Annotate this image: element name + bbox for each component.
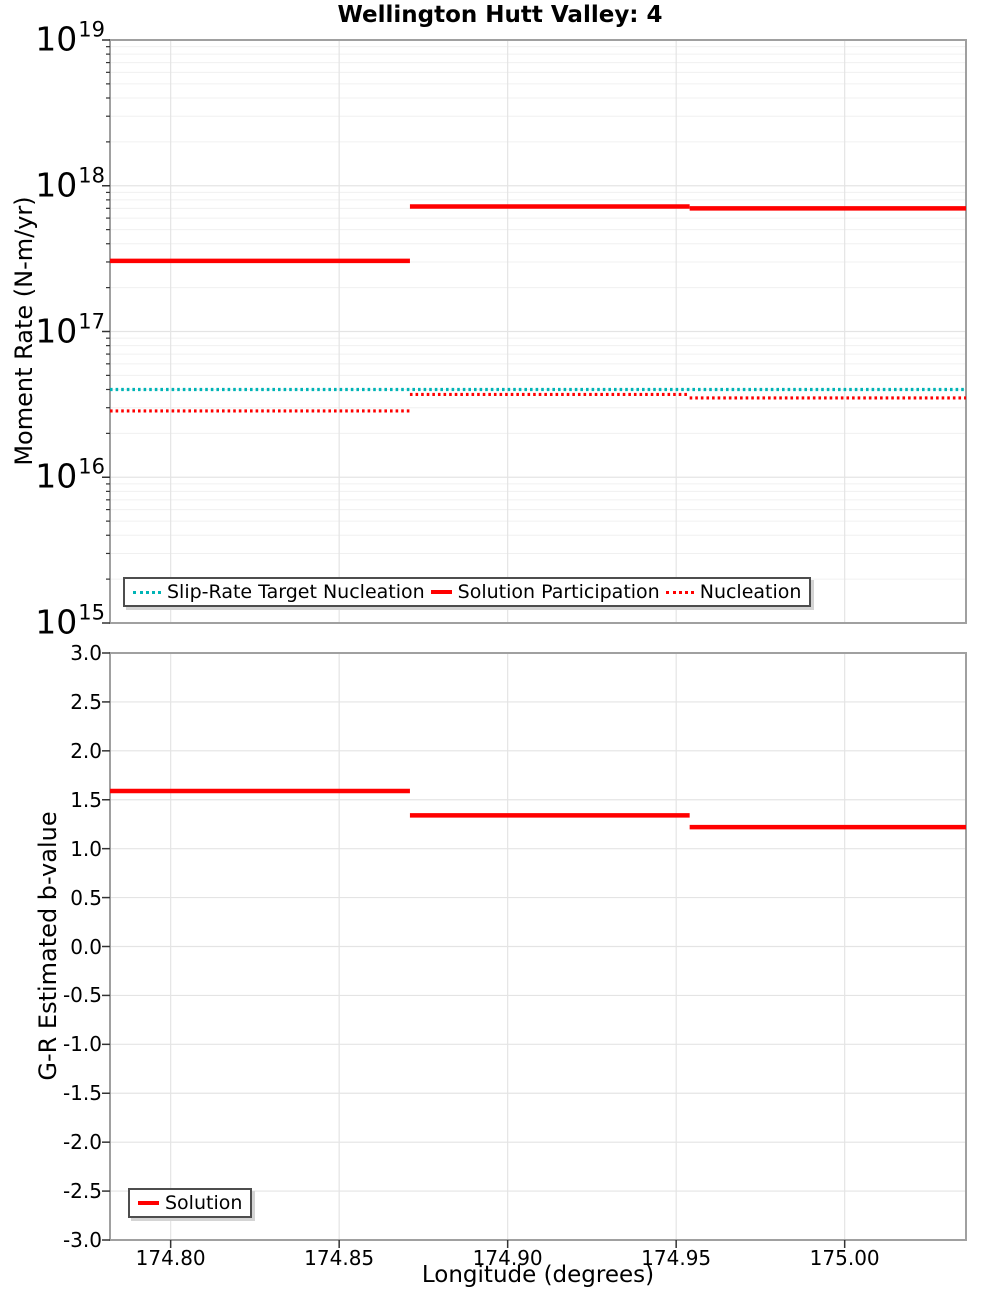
- x-tick-label: 175.00: [809, 1246, 880, 1270]
- y-tick-label: 1016: [35, 456, 105, 496]
- y-tick-exponent: 15: [78, 600, 105, 625]
- y-tick-label: 1018: [35, 165, 105, 205]
- y-tick-label: 0.5: [70, 885, 102, 910]
- y-tick-base: 10: [35, 19, 78, 59]
- bottom-y-axis-label: G-R Estimated b-value: [34, 811, 62, 1081]
- bottom-legend: Solution: [128, 1188, 253, 1218]
- y-tick-label: -3.0: [62, 1228, 102, 1252]
- y-tick-label: -1.5: [62, 1081, 102, 1106]
- y-tick-label: 2.0: [70, 738, 102, 763]
- top-y-axis-label: Moment Rate (N-m/yr): [10, 196, 38, 466]
- solution-legend-label: Solution: [165, 1192, 243, 1214]
- y-tick-label: 1.5: [70, 787, 102, 812]
- x-axis-label: Longitude (degrees): [421, 1262, 655, 1288]
- y-tick-exponent: 18: [78, 163, 105, 188]
- top-legend: Slip-Rate Target Nucleation Solution Par…: [123, 577, 812, 607]
- y-tick-base: 10: [35, 456, 78, 496]
- x-tick-label: 174.85: [304, 1246, 375, 1270]
- y-tick-label: 1015: [35, 602, 105, 642]
- slip-rate-target-nucleation-legend-label: Slip-Rate Target Nucleation: [167, 581, 425, 603]
- y-tick-label: -1.0: [62, 1032, 102, 1057]
- y-tick-base: 10: [35, 310, 78, 350]
- x-tick-label: 174.95: [641, 1246, 712, 1270]
- y-tick-label: 1017: [35, 310, 105, 350]
- solution-participation-legend-sample: [430, 590, 452, 594]
- x-tick-label: 174.80: [135, 1246, 206, 1270]
- solution-legend-sample: [138, 1201, 159, 1205]
- y-tick-label: 2.5: [70, 689, 102, 714]
- solution-participation-legend-label: Solution Participation: [457, 581, 660, 603]
- y-tick-exponent: 16: [78, 454, 105, 479]
- y-tick-label: -2.5: [62, 1179, 102, 1204]
- x-tick-label: 174.90: [472, 1246, 543, 1270]
- chart-title: Wellington Hutt Valley: 4: [337, 2, 663, 28]
- y-tick-base: 10: [35, 165, 78, 205]
- y-tick-exponent: 17: [78, 308, 105, 333]
- y-tick-label: 3.0: [70, 641, 102, 665]
- nucleation-legend-label: Nucleation: [699, 581, 802, 603]
- y-tick-label: 1019: [35, 19, 105, 59]
- y-tick-label: 1.0: [70, 836, 102, 861]
- y-tick-base: 10: [35, 602, 78, 642]
- y-tick-label: 0.0: [70, 934, 102, 959]
- nucleation-legend-sample: [665, 590, 694, 594]
- y-tick-label: -2.0: [62, 1130, 102, 1155]
- y-tick-exponent: 19: [78, 17, 105, 42]
- y-tick-label: -0.5: [62, 983, 102, 1008]
- slip-rate-target-nucleation-legend-sample: [133, 590, 161, 594]
